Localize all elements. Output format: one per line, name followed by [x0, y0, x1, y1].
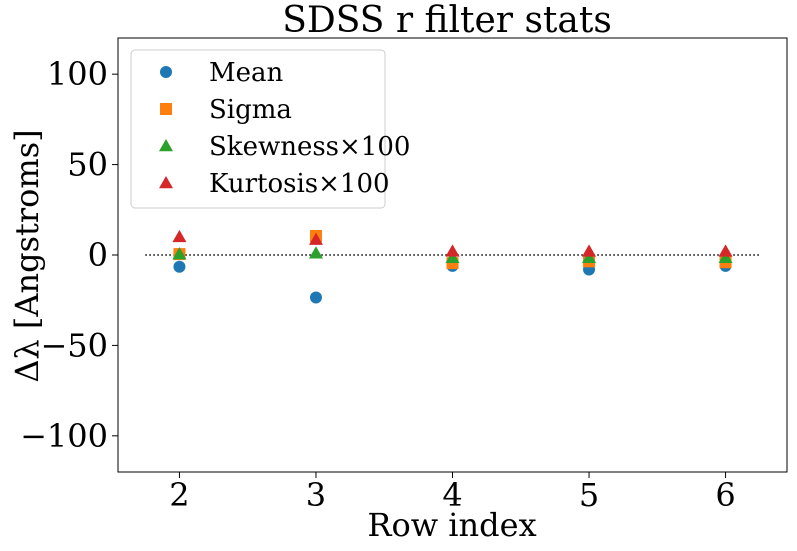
- chart-title: SDSS r filter stats: [282, 0, 612, 41]
- x-tick-label: 4: [442, 476, 462, 514]
- data-point-skewness: [445, 250, 460, 263]
- legend-marker-kurtosis: [159, 176, 173, 189]
- legend-marker-skewness: [159, 139, 173, 152]
- legend-label-kurtosis: Kurtosis×100: [209, 169, 390, 199]
- data-point-kurtosis: [445, 244, 460, 257]
- data-point-skewness: [582, 250, 597, 263]
- legend-marker-sigma: [160, 103, 172, 115]
- x-axis: 2 3 4 5 6: [169, 472, 736, 514]
- data-point-kurtosis: [582, 244, 597, 257]
- legend-label-mean: Mean: [209, 58, 284, 88]
- data-point-skewness: [308, 246, 323, 259]
- data-point-skewness: [172, 247, 187, 260]
- data-point-skewness: [718, 250, 733, 263]
- data-point-kurtosis: [172, 229, 187, 243]
- data-point-kurtosis: [718, 244, 733, 257]
- y-tick-label: −50: [40, 326, 108, 364]
- legend-box: [130, 49, 386, 209]
- y-tick-label: −100: [20, 417, 108, 455]
- data-point-mean: [173, 260, 186, 273]
- data-point-mean: [309, 291, 322, 304]
- y-tick-label: 50: [67, 146, 108, 184]
- series-kurtosis: [172, 229, 733, 257]
- legend-label-sigma: Sigma: [209, 95, 292, 125]
- legend: Mean Sigma Skewness×100 Kurtosis×100: [130, 49, 410, 209]
- x-tick-label: 6: [715, 476, 735, 514]
- y-axis: 100 50 0 −50 −100: [20, 55, 118, 455]
- x-tick-label: 3: [306, 476, 326, 514]
- x-tick-label: 5: [579, 476, 599, 514]
- legend-label-skewness: Skewness×100: [209, 132, 410, 162]
- legend-marker-mean: [160, 66, 172, 78]
- data-point-kurtosis: [308, 232, 323, 245]
- series-layer: [172, 229, 733, 304]
- x-axis-label: Row index: [367, 506, 536, 544]
- y-axis-label: Δλ [Angstroms]: [8, 129, 46, 382]
- y-tick-label: 100: [47, 55, 108, 93]
- series-skewness: [172, 246, 733, 263]
- x-tick-label: 2: [169, 476, 189, 514]
- y-tick-label: 0: [88, 236, 108, 274]
